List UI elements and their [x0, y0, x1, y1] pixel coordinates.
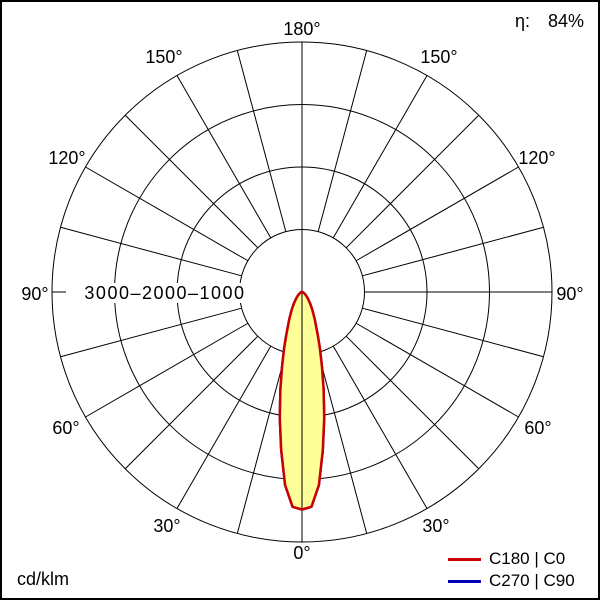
angle-label-90-right: 90°	[556, 284, 584, 304]
angle-label-120-right: 120°	[518, 148, 556, 168]
angle-label-90-left: 90°	[21, 284, 49, 304]
legend-line-c0-icon	[448, 557, 481, 561]
legend-line-c90-icon	[448, 579, 481, 583]
angle-label-0: 0°	[293, 543, 311, 563]
efficiency-readout: η: 84%	[515, 11, 584, 32]
units-label: cd/klm	[17, 569, 70, 589]
angle-label-120-left: 120°	[48, 148, 86, 168]
legend-label-c0: C180 | C0	[489, 549, 566, 568]
angle-label-30-right: 30°	[422, 516, 450, 536]
angle-label-60-right: 60°	[524, 418, 552, 438]
angle-label-180: 180°	[283, 19, 321, 39]
legend: C180 | C0 C270 | C90	[448, 549, 575, 590]
eta-symbol: η:	[514, 11, 530, 31]
radial-scale-label: 3000–2000–1000	[66, 283, 264, 303]
eta-value: 84%	[547, 11, 584, 31]
legend-item-c90: C270 | C90	[448, 571, 575, 590]
angle-label-30-left: 30°	[153, 516, 181, 536]
legend-item-c0: C180 | C0	[448, 549, 575, 568]
angle-label-60-left: 60°	[52, 418, 80, 438]
angle-label-150-left: 150°	[145, 47, 183, 67]
legend-label-c90: C270 | C90	[489, 571, 575, 590]
angle-label-150-right: 150°	[420, 47, 458, 67]
